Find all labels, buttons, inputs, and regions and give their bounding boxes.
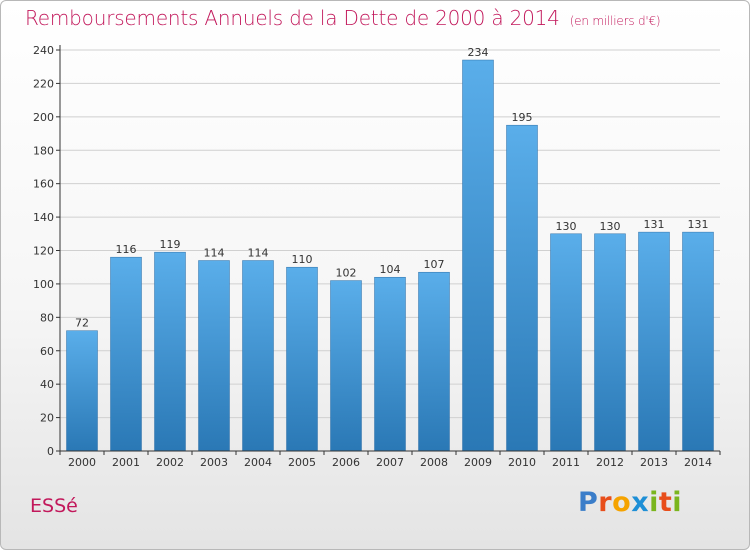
y-tick-label: 40 (40, 378, 54, 391)
bar-2007 (374, 276, 406, 452)
x-tick-label: 2013 (640, 456, 668, 469)
x-tick-label: 2014 (684, 456, 712, 469)
bars (66, 59, 714, 452)
y-tick-label: 0 (47, 445, 54, 458)
bar-2006 (330, 280, 362, 452)
bar-2001 (110, 256, 142, 452)
data-label: 131 (688, 218, 709, 231)
labels: 0 20 40 60 80 100 120 140 160 180 200 220 240 2000 72 2… (33, 44, 712, 469)
x-tick-label: 2006 (332, 456, 360, 469)
chart-unit-label: (en milliers d'€) (569, 14, 661, 28)
logo-letter: i (649, 487, 659, 518)
y-tick-label: 140 (33, 211, 54, 224)
y-tick-label: 20 (40, 412, 54, 425)
bar-2005 (286, 266, 318, 452)
bar-2004 (242, 260, 274, 452)
data-label: 130 (600, 220, 621, 233)
logo-letter: x (631, 487, 650, 518)
logo-letter: r (598, 487, 613, 518)
bar-2014 (682, 231, 714, 452)
chart-title: Remboursements Annuels de la Dette de 20… (25, 6, 661, 30)
data-label: 114 (248, 247, 269, 260)
x-tick-label: 2004 (244, 456, 272, 469)
y-tick-label: 120 (33, 245, 54, 258)
bar-2003 (198, 260, 230, 452)
data-label: 116 (116, 243, 137, 256)
bar-2013 (638, 231, 670, 452)
y-tick-label: 160 (33, 178, 54, 191)
y-tick-label: 60 (40, 345, 54, 358)
data-label: 131 (644, 218, 665, 231)
x-tick-label: 2002 (156, 456, 184, 469)
x-tick-label: 2008 (420, 456, 448, 469)
data-label: 195 (512, 111, 533, 124)
y-tick-label: 180 (33, 144, 54, 157)
data-label: 102 (336, 267, 357, 280)
y-tick-label: 80 (40, 311, 54, 324)
y-tick-label: 200 (33, 111, 54, 124)
bar-2002 (154, 251, 186, 452)
bar-2008 (418, 271, 450, 452)
bar-2000 (66, 330, 98, 452)
x-tick-label: 2005 (288, 456, 316, 469)
data-label: 72 (75, 317, 89, 330)
logo-letter: t (658, 487, 673, 518)
data-label: 130 (556, 220, 577, 233)
x-tick-label: 2009 (464, 456, 492, 469)
x-tick-label: 2011 (552, 456, 580, 469)
data-label: 104 (380, 263, 401, 276)
axes (56, 45, 721, 455)
x-tick-label: 2003 (200, 456, 228, 469)
x-tick-label: 2000 (68, 456, 96, 469)
bar-2012 (594, 233, 626, 452)
x-tick-label: 2012 (596, 456, 624, 469)
bar-2011 (550, 233, 582, 452)
data-label: 119 (160, 238, 181, 251)
x-tick-label: 2010 (508, 456, 536, 469)
logo-letter: i (672, 487, 683, 518)
data-label: 107 (424, 258, 445, 271)
y-tick-label: 100 (33, 278, 54, 291)
proxiti-logo: Proxiti (578, 487, 682, 518)
logo-letter: o (612, 487, 632, 518)
x-tick-label: 2001 (112, 456, 140, 469)
logo-letter: P (578, 487, 599, 518)
y-tick-label: 240 (33, 44, 54, 57)
bar-2010 (506, 124, 538, 452)
data-label: 234 (468, 46, 489, 59)
y-tick-label: 220 (33, 77, 54, 90)
x-tick-label: 2007 (376, 456, 404, 469)
commune-name: ESSé (30, 495, 78, 517)
chart-title-text: Remboursements Annuels de la Dette de 20… (25, 6, 560, 30)
data-label: 110 (292, 253, 313, 266)
bar-2009 (462, 59, 494, 452)
data-label: 114 (204, 247, 225, 260)
